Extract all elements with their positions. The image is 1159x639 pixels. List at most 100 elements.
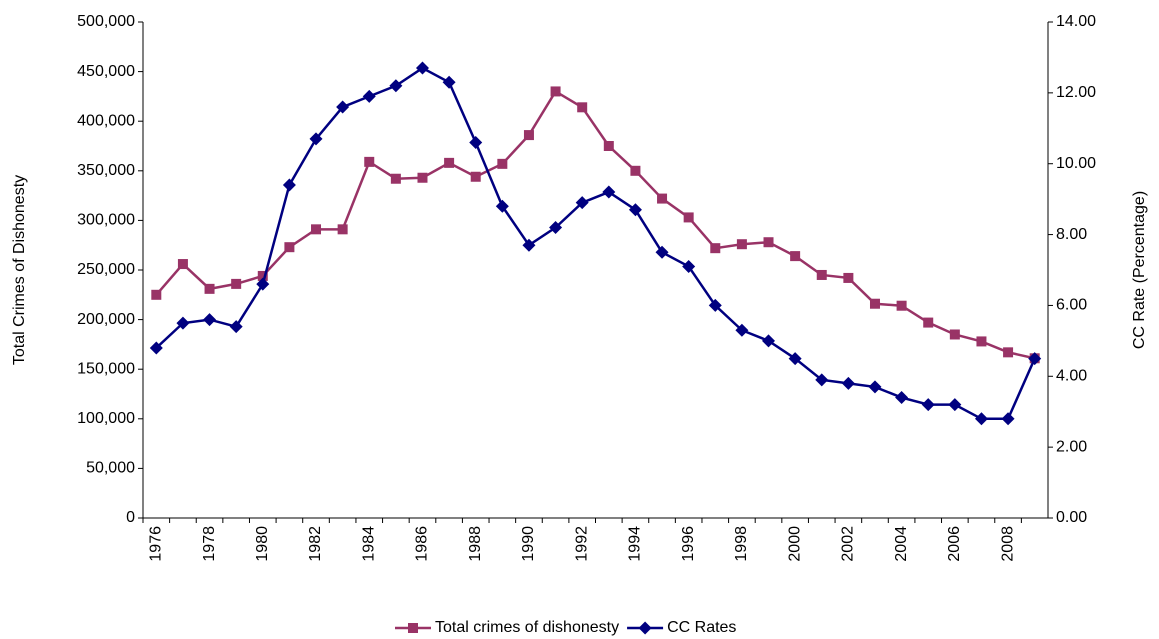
y2-tick-label: 14.00	[1056, 13, 1096, 30]
data-point	[577, 102, 588, 113]
x-tick-label: 1990	[520, 526, 537, 562]
x-tick-label: 1986	[414, 526, 431, 562]
data-point	[843, 272, 854, 283]
data-point	[177, 259, 188, 270]
data-point	[1001, 412, 1015, 426]
data-point	[816, 269, 827, 280]
series-line	[155, 66, 1036, 421]
data-point	[550, 86, 561, 97]
data-point	[204, 283, 215, 294]
data-point	[231, 278, 242, 289]
data-point	[549, 220, 563, 234]
data-point	[522, 238, 536, 252]
data-point	[815, 373, 829, 387]
data-point	[655, 245, 669, 259]
x-tick-label: 2006	[946, 526, 963, 562]
y2-tick-label: 8.00	[1056, 226, 1087, 243]
x-tick-label: 1998	[733, 526, 750, 562]
data-point	[869, 298, 880, 309]
data-point	[470, 171, 481, 182]
y-tick-label: 500,000	[77, 13, 135, 30]
data-point	[603, 141, 614, 151]
y2-axis-title: CC Rate (Percentage)	[1131, 191, 1148, 349]
data-point	[1003, 347, 1014, 358]
data-point	[923, 317, 934, 328]
data-point	[523, 130, 534, 141]
data-point	[415, 61, 429, 75]
data-point	[575, 196, 589, 210]
y-axis-title: Total Crimes of Dishonesty	[11, 175, 28, 365]
y-tick-label: 450,000	[77, 63, 135, 80]
x-tick-label: 2002	[840, 526, 857, 562]
series-line	[155, 89, 1035, 360]
data-point	[735, 323, 749, 337]
y2-tick-label: 6.00	[1056, 297, 1087, 314]
legend-label: Total crimes of dishonesty	[435, 619, 619, 636]
data-point	[683, 212, 694, 223]
data-point	[682, 259, 696, 273]
x-tick-label: 1982	[307, 526, 324, 562]
data-point	[895, 391, 909, 405]
y-tick-label: 150,000	[77, 360, 135, 377]
data-point	[469, 135, 483, 149]
data-point	[149, 341, 163, 355]
data-point	[256, 277, 270, 291]
x-tick-label: 1988	[467, 526, 484, 562]
x-tick-label: 2000	[786, 526, 803, 562]
data-point	[257, 270, 268, 281]
data-point	[657, 193, 668, 204]
data-point	[176, 316, 190, 330]
data-point	[362, 89, 376, 103]
data-point	[151, 289, 162, 300]
data-point	[708, 298, 722, 312]
data-point	[497, 158, 508, 169]
data-point	[763, 237, 774, 248]
data-point	[284, 242, 295, 253]
y-tick-label: 50,000	[86, 460, 135, 477]
x-tick-label: 2004	[893, 526, 910, 562]
x-tick-label: 1980	[254, 526, 271, 562]
data-point	[790, 251, 801, 262]
data-point	[948, 398, 962, 412]
data-point	[976, 336, 987, 347]
data-point	[868, 380, 882, 394]
y2-tick-label: 4.00	[1056, 368, 1087, 385]
data-point	[896, 300, 907, 311]
data-point	[309, 132, 323, 146]
legend-label: CC Rates	[667, 619, 736, 636]
data-point	[974, 412, 988, 426]
data-point	[630, 165, 641, 176]
x-tick-label: 1994	[627, 526, 644, 562]
legend-marker	[638, 621, 652, 635]
data-point	[442, 75, 456, 89]
data-point	[364, 156, 375, 167]
data-point	[417, 172, 428, 183]
data-point	[628, 203, 642, 217]
data-point	[390, 173, 401, 184]
data-point	[949, 329, 960, 340]
y2-tick-label: 10.00	[1056, 155, 1096, 172]
data-point	[229, 320, 243, 334]
legend-marker	[408, 623, 418, 633]
data-point	[337, 224, 348, 235]
data-point	[710, 243, 721, 254]
y-tick-label: 350,000	[77, 162, 135, 179]
y-tick-label: 300,000	[77, 212, 135, 229]
data-point	[602, 185, 616, 199]
x-tick-label: 1996	[680, 526, 697, 562]
data-point	[444, 157, 455, 168]
y2-tick-label: 12.00	[1056, 84, 1096, 101]
data-point	[282, 178, 296, 192]
data-point	[1028, 352, 1042, 366]
x-tick-label: 1984	[360, 526, 377, 562]
data-point	[203, 313, 217, 327]
y-tick-label: 250,000	[77, 261, 135, 278]
y-tick-label: 0	[126, 509, 135, 526]
x-tick-label: 1978	[201, 526, 218, 562]
data-point	[495, 199, 509, 213]
x-tick-label: 1976	[148, 526, 165, 562]
y-tick-label: 400,000	[77, 112, 135, 129]
data-point	[736, 239, 747, 250]
x-tick-label: 2008	[999, 526, 1016, 562]
y2-tick-label: 2.00	[1056, 438, 1087, 455]
